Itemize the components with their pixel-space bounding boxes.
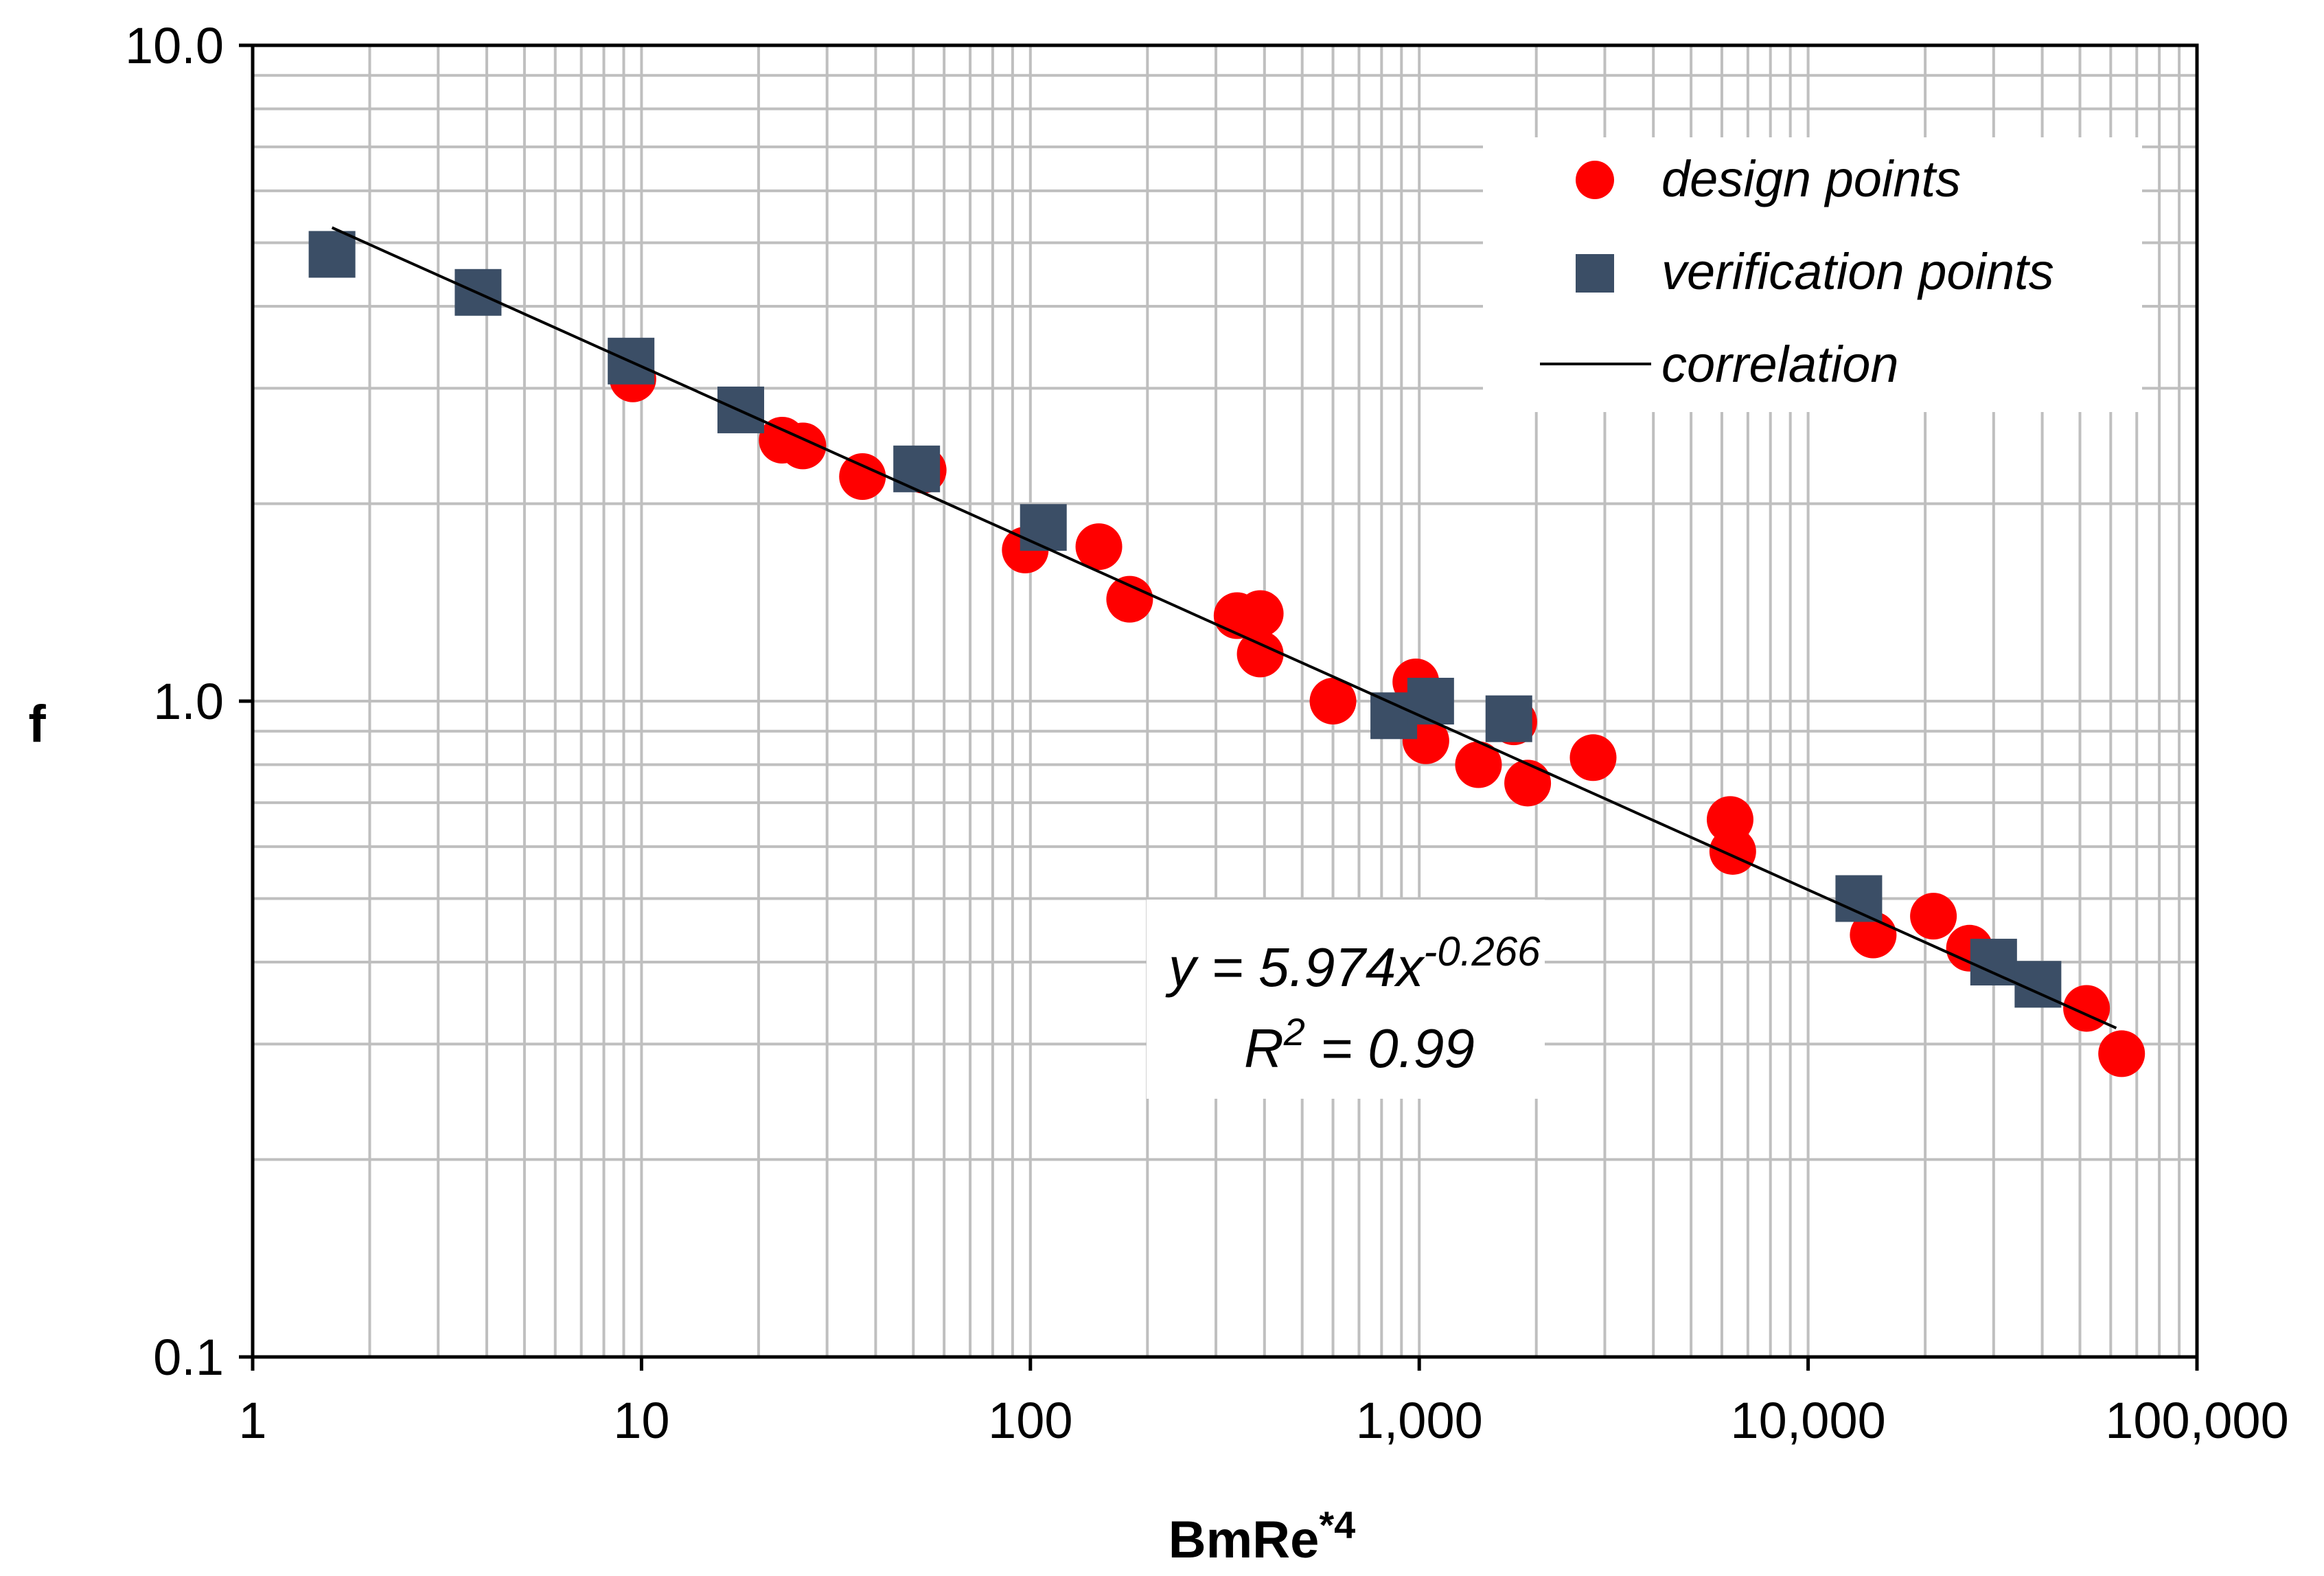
design-point [1910,893,1957,940]
x-tick-label: 10,000 [1730,1392,1885,1449]
y-axis-title: f [28,695,46,753]
grid [253,45,2197,1357]
verification-point [893,445,941,492]
r-squared-value: = 0.99 [1305,1018,1475,1079]
legend-markers [1540,161,1651,365]
legend-label-design-points: design points [1661,150,1961,207]
design-point [1106,575,1153,623]
y-tick-label: 10.0 [125,17,224,74]
design-point [1309,678,1357,724]
design-point [1236,590,1284,637]
design-point [1709,827,1756,875]
design-point [839,453,886,500]
tick-layer: 1 10 100 1,000 10,000 100,000 0.1 1.0 10.0 [125,17,2289,1449]
design-point [1455,741,1502,788]
verification-point [1407,678,1454,724]
x-tick-label: 1 [238,1392,266,1449]
equation-text: y = 5.974x-0.266 [1165,928,1541,998]
r-squared-r: R [1244,1018,1284,1079]
equation-exponent: -0.266 [1423,928,1541,974]
design-point [1504,760,1552,807]
equation-box [1147,900,1545,1099]
legend: design points verification points correl… [1483,137,2142,412]
series-layer [308,226,2145,1077]
x-tick-label: 1,000 [1356,1392,1483,1449]
verification-point [308,231,356,278]
legend-label-verification-points: verification points [1661,243,2054,300]
r-squared-text: R2 = 0.99 [1244,1010,1475,1079]
equation-annotation: y = 5.974x-0.266 R2 = 0.99 [1147,900,1545,1099]
design-point [2098,1030,2145,1077]
equation-main: y = 5.974x [1165,937,1425,998]
correlation-line [331,226,2117,1029]
y-tick-label: 1.0 [153,673,224,730]
x-tick-label: 100 [988,1392,1072,1449]
r-squared-sup: 2 [1283,1010,1305,1053]
x-axis-title: BmRe*4 [1169,1503,1356,1569]
verification-point [1020,504,1067,551]
design-point [1569,734,1617,781]
y-tick-label: 0.1 [153,1329,224,1386]
x-axis-title-sup: *4 [1319,1503,1355,1546]
legend-marker-verification-points [1576,254,1614,293]
x-tick-label: 100,000 [2105,1392,2289,1449]
design-point [1236,630,1284,678]
x-axis-title-main: BmRe [1169,1511,1320,1569]
verification-point [1835,875,1883,922]
x-tick-label: 10 [613,1392,669,1449]
legend-label-correlation: correlation [1661,336,1899,393]
design-point [1075,523,1123,571]
legend-marker-design-points [1576,161,1614,199]
verification-point [1970,939,2017,986]
verification-point [1485,695,1532,742]
